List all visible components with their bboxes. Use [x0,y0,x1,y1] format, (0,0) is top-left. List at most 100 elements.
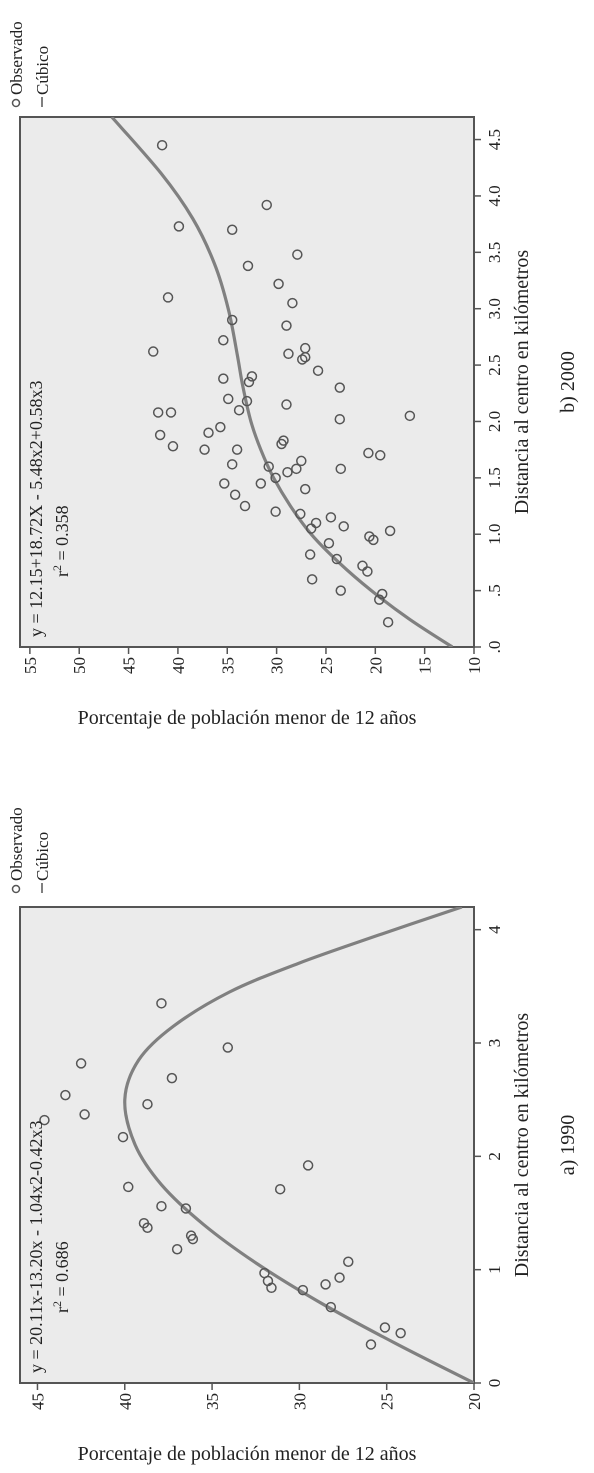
data-point [263,461,274,472]
data-point [226,459,238,470]
data-point [246,371,258,382]
data-point [299,342,311,354]
data-point [287,297,298,309]
data-point [156,998,167,1009]
y-tick-label: 35 [203,1393,222,1410]
panel-1990: 20 25 30 35 40 45 0 1 2 3 4 y = 20.11x-13.20x - 1… [0,737,594,1473]
data-point [306,574,318,585]
data-point [270,506,281,517]
data-point [218,335,229,346]
x-tick-label: 2.0 [485,411,504,432]
data-point [320,1279,331,1290]
data-point [376,588,388,600]
data-point [312,365,324,376]
x-tick-label: 3.5 [485,242,504,263]
data-point [296,455,307,467]
panel-caption: b) 2000 [557,351,579,413]
data-point [222,1042,234,1053]
legend: Observado Cúbico [7,807,52,894]
y-axis-ticks: 20 25 30 35 40 45 [28,1383,484,1410]
data-point [357,560,368,572]
r-squared-exponent: 2 [50,1301,64,1307]
panel-2000: 10 15 20 25 30 35 40 45 50 55 .0 .5 1.0 1.5 2.0 2.5 3.0… [7,21,579,729]
data-point [382,616,394,628]
data-point [222,393,234,405]
y-tick-label: 25 [378,1393,397,1410]
data-point [310,517,322,529]
r-squared-symbol: r [52,1307,72,1313]
r-squared-label: r2 = 0.686 [50,1241,72,1313]
data-point [173,221,185,232]
data-point [226,224,238,236]
fit-curve [110,117,454,647]
y-tick-label: 45 [28,1393,47,1410]
data-point [292,249,303,260]
y-tick-label: 45 [120,657,139,674]
data-point [363,447,374,459]
data-point [364,531,375,542]
data-point [259,1267,270,1279]
data-point [147,346,159,357]
data-point [278,435,289,446]
data-point [142,1098,153,1110]
data-point [299,483,311,495]
data-point [374,450,386,461]
data-point [156,139,168,151]
x-axis-title: Distancia al centro en kilómetros [511,1013,533,1278]
data-point [203,427,214,438]
y-axis-title: Porcentaje de población menor de 12 años [78,707,417,729]
data-point [229,489,241,501]
x-axis-ticks: 0 1 2 3 4 [474,925,504,1387]
x-tick-label: 3.0 [485,298,504,319]
data-point [167,441,179,452]
y-tick-label: 20 [366,657,385,674]
scatter-points [147,139,416,628]
data-point [282,466,293,478]
data-point [297,1284,309,1296]
x-axis-ticks: .0 .5 1.0 1.5 2.0 2.5 3.0 3.5 4.0 4.5 [474,129,504,653]
data-point [219,478,230,489]
data-point [331,553,343,565]
x-tick-label: 4.5 [485,129,504,150]
x-tick-label: 1.5 [485,467,504,488]
x-tick-label: .0 [485,641,504,654]
y-tick-label: 10 [465,657,484,674]
legend-observed-label: Observado [7,807,26,881]
y-tick-label: 30 [268,657,287,674]
data-point [241,395,253,407]
data-point [185,1230,197,1241]
y-tick-label: 35 [218,657,237,674]
y-tick-label: 50 [70,657,89,674]
y-tick-label: 25 [317,657,336,674]
plot-area [19,116,475,648]
equation-label: y = 20.11x-13.20x - 1.04x2-0.42x3 [26,1121,46,1373]
chart-2000: 10 15 20 25 30 35 40 45 50 55 .0 .5 1.0 1.5 2.0 2.5 3.0… [7,21,579,729]
x-tick-label: 2 [485,1152,504,1161]
data-point [154,429,166,441]
data-point [239,500,251,512]
scatter-points [39,998,406,1350]
x-tick-label: 2.5 [485,354,504,375]
data-point [295,508,306,520]
data-point [79,1109,90,1120]
data-point [215,421,226,433]
legend-observed-marker [11,884,21,894]
data-point [379,1322,391,1333]
y-tick-label: 30 [290,1393,309,1410]
data-point [255,478,267,489]
y-tick-label: 40 [169,657,188,674]
data-point [335,463,347,475]
data-point [291,463,302,475]
data-point [156,1200,167,1212]
data-point [231,444,243,455]
data-point [343,1256,354,1267]
x-tick-label: 4 [485,925,504,934]
y-axis-ticks: 10 15 20 25 30 35 40 45 50 55 [21,647,484,674]
fit-curve [123,907,474,1383]
x-tick-label: 1.0 [485,524,504,545]
data-point [334,382,346,393]
data-point [281,320,292,331]
y-tick-label: 15 [416,657,435,674]
data-point [283,348,294,360]
data-point [199,444,210,455]
